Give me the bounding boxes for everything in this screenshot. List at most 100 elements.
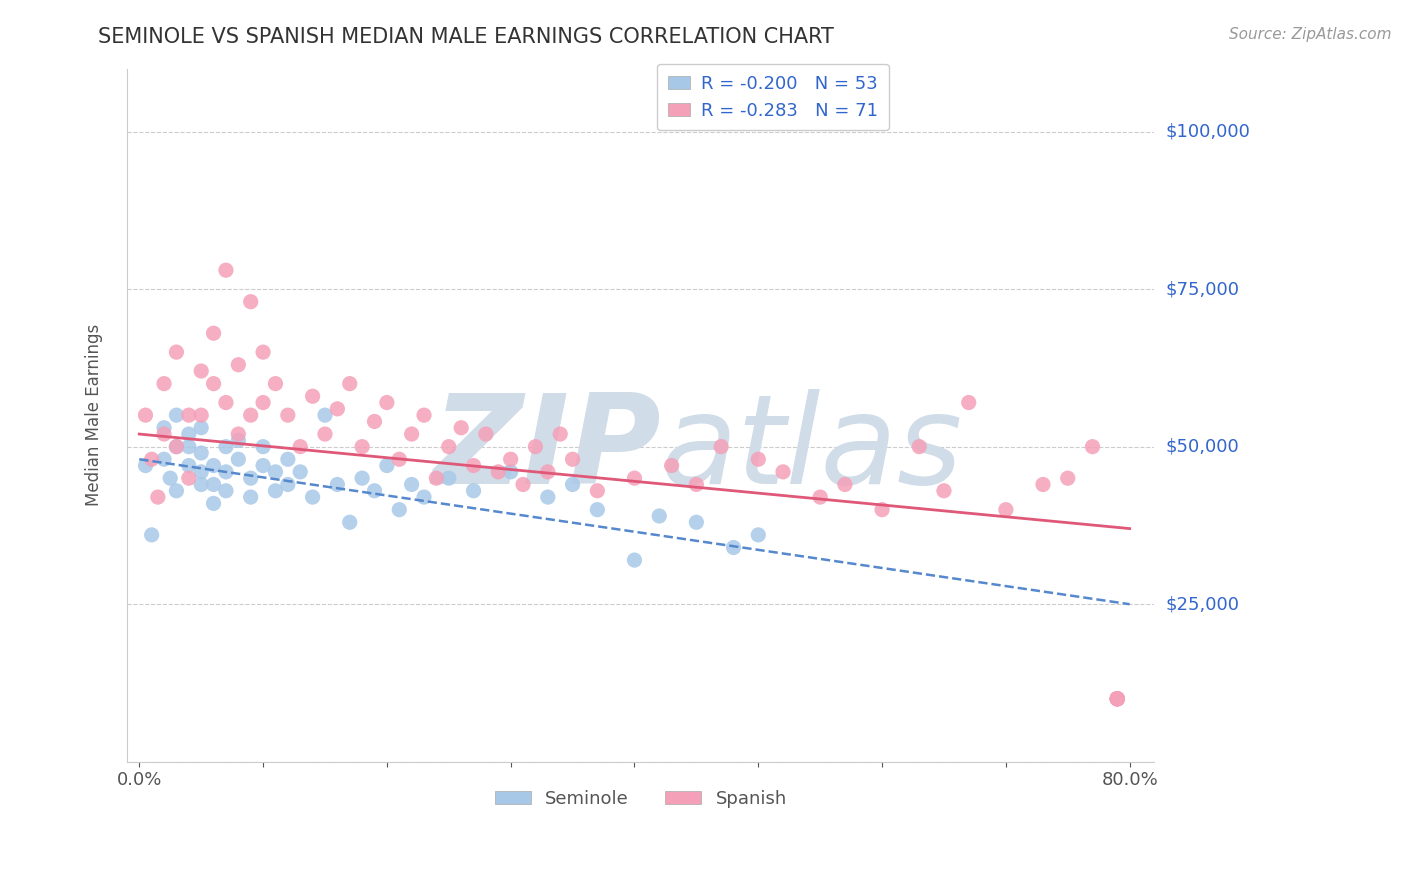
Point — [314, 408, 336, 422]
Point — [339, 516, 361, 530]
Point — [512, 477, 534, 491]
Point — [190, 465, 212, 479]
Point — [548, 427, 571, 442]
Point — [202, 496, 225, 510]
Text: $25,000: $25,000 — [1166, 595, 1240, 613]
Point — [388, 452, 411, 467]
Point — [375, 395, 398, 409]
Point — [301, 389, 323, 403]
Point — [190, 364, 212, 378]
Point — [134, 458, 156, 473]
Point — [994, 502, 1017, 516]
Point — [277, 452, 299, 467]
Point — [537, 490, 560, 504]
Point — [252, 440, 274, 454]
Point — [499, 465, 522, 479]
Point — [190, 408, 212, 422]
Point — [228, 434, 250, 448]
Point — [401, 427, 423, 442]
Point — [177, 427, 200, 442]
Point — [239, 490, 262, 504]
Point — [710, 440, 733, 454]
Point — [159, 471, 181, 485]
Point — [1107, 691, 1129, 706]
Point — [326, 401, 349, 416]
Point — [1107, 691, 1129, 706]
Point — [215, 483, 238, 498]
Point — [314, 427, 336, 442]
Point — [685, 516, 707, 530]
Point — [747, 452, 769, 467]
Point — [908, 440, 931, 454]
Point — [153, 427, 176, 442]
Point — [401, 477, 423, 491]
Point — [463, 458, 485, 473]
Point — [586, 502, 609, 516]
Point — [339, 376, 361, 391]
Point — [1032, 477, 1054, 491]
Point — [141, 528, 163, 542]
Point — [239, 471, 262, 485]
Legend: Seminole, Spanish: Seminole, Spanish — [488, 782, 794, 815]
Point — [808, 490, 831, 504]
Text: ZIP: ZIP — [433, 389, 661, 510]
Point — [1107, 691, 1129, 706]
Point — [437, 471, 460, 485]
Point — [450, 421, 472, 435]
Point — [661, 458, 683, 473]
Point — [239, 294, 262, 309]
Text: $100,000: $100,000 — [1166, 122, 1250, 141]
Text: $75,000: $75,000 — [1166, 280, 1240, 298]
Point — [165, 483, 187, 498]
Point — [561, 452, 583, 467]
Point — [202, 458, 225, 473]
Point — [252, 458, 274, 473]
Point — [723, 541, 745, 555]
Point — [215, 440, 238, 454]
Point — [413, 490, 436, 504]
Text: SEMINOLE VS SPANISH MEDIAN MALE EARNINGS CORRELATION CHART: SEMINOLE VS SPANISH MEDIAN MALE EARNINGS… — [98, 27, 834, 46]
Point — [252, 345, 274, 359]
Point — [1107, 691, 1129, 706]
Point — [141, 452, 163, 467]
Text: Source: ZipAtlas.com: Source: ZipAtlas.com — [1229, 27, 1392, 42]
Point — [352, 440, 374, 454]
Point — [1107, 691, 1129, 706]
Point — [475, 427, 498, 442]
Point — [623, 471, 645, 485]
Y-axis label: Median Male Earnings: Median Male Earnings — [86, 324, 103, 507]
Point — [165, 440, 187, 454]
Point — [437, 440, 460, 454]
Point — [165, 408, 187, 422]
Point — [413, 408, 436, 422]
Point — [870, 502, 893, 516]
Point — [202, 376, 225, 391]
Point — [772, 465, 794, 479]
Point — [834, 477, 856, 491]
Point — [425, 471, 447, 485]
Point — [375, 458, 398, 473]
Point — [239, 408, 262, 422]
Point — [352, 471, 374, 485]
Point — [463, 483, 485, 498]
Point — [228, 358, 250, 372]
Point — [190, 477, 212, 491]
Point — [264, 483, 287, 498]
Point — [561, 477, 583, 491]
Point — [228, 427, 250, 442]
Text: $50,000: $50,000 — [1166, 438, 1239, 456]
Point — [290, 465, 312, 479]
Point — [215, 395, 238, 409]
Point — [623, 553, 645, 567]
Point — [252, 395, 274, 409]
Point — [177, 408, 200, 422]
Point — [228, 452, 250, 467]
Point — [177, 471, 200, 485]
Point — [165, 345, 187, 359]
Point — [264, 465, 287, 479]
Text: atlas: atlas — [661, 389, 963, 510]
Point — [146, 490, 169, 504]
Point — [685, 477, 707, 491]
Point — [177, 458, 200, 473]
Point — [1107, 691, 1129, 706]
